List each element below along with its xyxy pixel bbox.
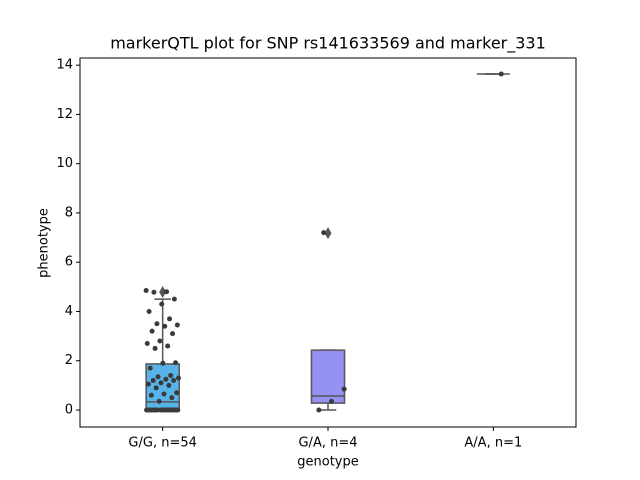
point	[165, 343, 171, 349]
outlier	[324, 227, 332, 240]
point	[154, 321, 160, 327]
x-tick-label: A/A, n=1	[464, 436, 522, 451]
point	[155, 374, 161, 380]
point	[164, 289, 170, 295]
y-tick-label: 12	[56, 107, 73, 122]
y-tick-label: 10	[56, 156, 73, 171]
y-tick-label: 2	[65, 353, 73, 368]
x-axis-label: genotype	[297, 455, 358, 470]
y-axis-label: phenotype	[37, 208, 52, 278]
point	[321, 230, 327, 236]
y-tick-label: 6	[65, 255, 73, 270]
point	[173, 407, 179, 413]
y-tick-label: 0	[65, 403, 73, 418]
point	[153, 407, 159, 413]
point	[152, 345, 158, 351]
point	[167, 316, 173, 322]
point	[170, 331, 176, 337]
x-tick-label: G/A, n=4	[298, 436, 357, 451]
chart-title: markerQTL plot for SNP rs141633569 and m…	[110, 34, 546, 54]
point	[147, 365, 153, 371]
point	[148, 407, 154, 413]
point	[149, 328, 155, 334]
point	[151, 289, 157, 295]
point	[161, 391, 167, 397]
point	[157, 338, 163, 344]
point	[158, 380, 164, 386]
point	[166, 382, 172, 388]
point	[171, 377, 177, 383]
y-tick-label: 8	[65, 205, 73, 220]
point	[143, 288, 149, 294]
point	[162, 323, 168, 329]
point	[174, 322, 180, 328]
point	[329, 398, 335, 404]
point	[316, 407, 322, 413]
point	[144, 340, 150, 346]
point	[341, 386, 347, 392]
point	[160, 360, 166, 366]
outlier	[159, 286, 167, 299]
point	[169, 395, 175, 401]
point	[171, 296, 177, 302]
point	[173, 360, 179, 366]
plot-frame	[79, 57, 577, 428]
point	[153, 385, 159, 391]
y-tick-label: 4	[65, 304, 73, 319]
point	[175, 375, 181, 381]
point	[150, 377, 156, 383]
point	[148, 392, 154, 398]
point	[160, 407, 166, 413]
point	[168, 373, 174, 379]
point	[156, 398, 162, 404]
box	[310, 349, 346, 404]
point	[498, 71, 504, 77]
point	[163, 376, 169, 382]
point	[159, 301, 165, 307]
x-tick-label: G/G, n=54	[128, 436, 196, 451]
point	[145, 381, 151, 387]
point	[174, 390, 180, 396]
y-tick-label: 14	[56, 58, 73, 73]
point	[146, 308, 152, 314]
point	[168, 407, 174, 413]
